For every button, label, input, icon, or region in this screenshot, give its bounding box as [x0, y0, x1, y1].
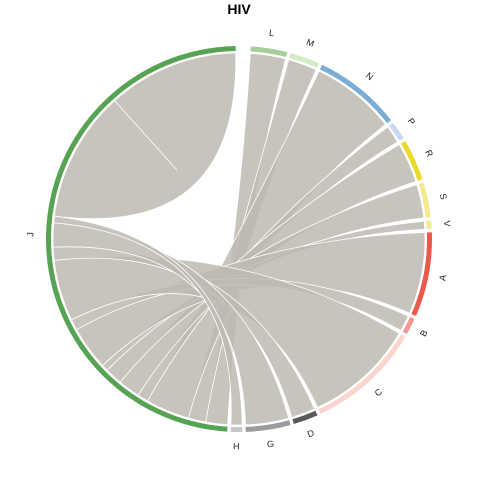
- segment-p: [389, 122, 404, 141]
- segment-label-c: C: [373, 386, 385, 398]
- segment-n: [319, 64, 392, 124]
- segment-label-g: G: [266, 438, 274, 449]
- segment-h: [230, 426, 243, 433]
- segment-s: [418, 182, 431, 218]
- segment-label-b: B: [418, 328, 430, 338]
- segment-c: [318, 334, 406, 414]
- segment-a: [411, 232, 432, 316]
- segment-l: [250, 46, 288, 57]
- chord-link-j-h: [53, 215, 243, 426]
- segment-label-l: L: [268, 28, 275, 39]
- segment-d: [292, 410, 318, 425]
- segment-label-r: R: [423, 148, 435, 158]
- segment-label-v: V: [442, 220, 452, 227]
- segment-b: [402, 316, 415, 335]
- segment-r: [400, 141, 423, 181]
- segment-label-d: D: [306, 428, 316, 440]
- segment-labels: L M N P R S V A B C D G H J: [25, 28, 452, 452]
- segment-g: [245, 420, 291, 432]
- segment-label-m: M: [305, 37, 315, 49]
- segment-label-p: P: [406, 116, 418, 127]
- segment-label-s: S: [438, 193, 449, 201]
- segment-label-a: A: [437, 274, 448, 282]
- segment-label-n: N: [364, 70, 375, 82]
- segment-v: [426, 220, 432, 230]
- segment-label-h: H: [233, 441, 240, 451]
- segment-label-j: J: [25, 232, 35, 237]
- chart-title: HIV: [227, 1, 251, 17]
- chord-segments: [46, 46, 432, 433]
- chord-links: [52, 52, 426, 426]
- chord-link-j-j: [53, 52, 237, 220]
- segment-m: [289, 53, 320, 68]
